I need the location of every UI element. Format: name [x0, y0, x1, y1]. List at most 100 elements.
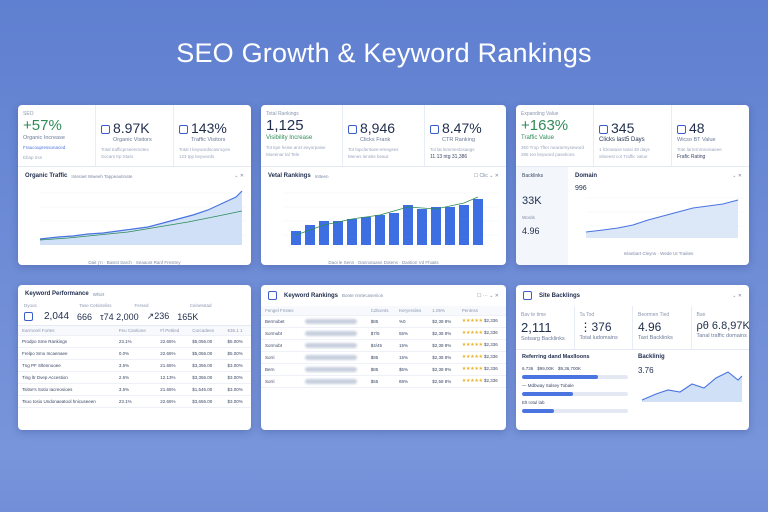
keyword-cell: Sorri [261, 351, 302, 364]
column-header: Keryersiles [395, 306, 429, 316]
more-icon[interactable]: ☐ ⋯ ⌄ ✕ [476, 292, 499, 299]
cell: $3.00% [223, 371, 251, 384]
star-rating-icon: ★★★★★ [461, 330, 483, 336]
table-row[interactable]: Sorri $55 88% $2,58 8% ★★★★★ $2,336 [261, 375, 506, 388]
link-icon [523, 291, 532, 300]
kpi-value-rating: 48 Wicso BT Value Tote larrernmeoisaeee … [672, 105, 749, 166]
rating-cell: ★★★★★ $2,336 [457, 327, 506, 340]
chart-legend: Inlanbart Cleyns · Wede Ut Traiites [623, 251, 694, 256]
table-header-row: Earrnorel Fortes Feu Cantione Fl Pettied… [18, 326, 251, 336]
chevron-down-icon[interactable]: ⌄ ✕ [732, 173, 742, 179]
chevron-down-icon[interactable]: ⌄ ✕ [732, 292, 742, 299]
keyword-cell: Tsitse's Sotio Iacreosioes [18, 383, 115, 396]
words-label: Words [522, 215, 535, 220]
kpi-label: Clicks Frank [360, 137, 391, 143]
referring-bar-row: Elt rotul lab [516, 398, 634, 407]
traffic-value-card: Expanding Value +163% Traffic Value 360 … [516, 105, 749, 265]
kpi-sub: Total trafficprseenmotes [101, 147, 149, 152]
kpi-domains: Ta Tod ⋮376 Total ludomains [575, 306, 633, 349]
kpi-total-rankings: Total Rankings 1,125 Visibility Increase… [261, 105, 343, 166]
kpi-top-label: SEO [23, 111, 34, 117]
kpi-sub: Tot kpe heise anct eeyorpaise [266, 145, 326, 150]
table-row[interactable]: Sorri $85 15% $2,38 8% ★★★★★ $2,336 [261, 351, 506, 364]
kpi-value: 143% [191, 120, 227, 136]
referring-bar-row: — Mdbway Salsey Tobale [516, 381, 634, 390]
kpi-sub: 123 tpp keywords [179, 153, 215, 159]
cell: $3,356.00 [188, 371, 224, 384]
redacted-text [305, 330, 358, 336]
referring-bar-row: 6.736 $99,00K $9,36,700K [516, 364, 634, 373]
kpi-label: Organic Visitors [113, 137, 152, 143]
cell: 12.13% [156, 371, 189, 384]
kpi-sub: Ebap trsn [23, 154, 43, 160]
kpi-value: 2,111 [521, 320, 552, 335]
rating-cell: ★★★★★ $2,336 [457, 363, 506, 376]
table-row[interactable]: Bern $85 $5% $2,38 8% ★★★★★ $2,336 [261, 363, 506, 376]
chevron-down-icon[interactable]: ⌄ ✕ [234, 173, 244, 179]
kpi-sub: Socars trp Stars [101, 153, 134, 159]
redacted-text [305, 318, 358, 324]
chart-legend: Dait ƒn · Basist Sarch · Seaaost Ranf Fr… [88, 260, 181, 265]
card-subtitle: Bonte rinrtecaseriion [342, 293, 384, 298]
table-row[interactable]: Tsitse's Sotio Iacreosioes 3.5% 21.65% $1,5… [18, 383, 251, 396]
cell: $85 [366, 363, 396, 376]
keyword-cell: Tng PF Sltennooee [18, 359, 115, 372]
table-row[interactable]: Sormobt $4/45 15% $2,38 8% ★★★★★ $2,336 [261, 339, 506, 352]
site-backlinks-card: Site Backlings ⌄ ✕ Bav te time 2,111 Sotsar… [516, 285, 749, 430]
star-rating-icon: ★★★★★ [461, 318, 483, 324]
cell: $2,38 8% [428, 339, 458, 352]
cell: 0.0% [114, 347, 157, 360]
kpi-sub: Fraucoupressonaced [23, 145, 66, 150]
cell: $2,336 [483, 342, 498, 347]
words-value: 4.96 [522, 226, 540, 236]
card-title: Keyword Rankings [284, 292, 339, 299]
kpi-value: τ74 2,000 [100, 311, 139, 322]
table-row[interactable]: Sormobt $7/5 55% $2,38 8% ★★★★★ $2,336 [261, 327, 506, 340]
shield-icon [677, 124, 686, 134]
table-row[interactable]: Tng PF Sltennooee 3.5% 21.65% $3,356.00 $3.0… [18, 359, 251, 372]
box-icon [24, 312, 33, 321]
calendar-icon [599, 124, 608, 134]
column-header: 1.05% [428, 306, 458, 316]
chart-title: Domain [575, 173, 598, 179]
kpi-value: ⋮376 [579, 320, 612, 334]
kpi-value: +163% [521, 117, 569, 134]
progress-bar [522, 409, 628, 413]
table-header-row: Fengel Fnstes Cdtcents Keryersiles 1.05%… [261, 306, 506, 316]
rankings-bar-chart [283, 192, 499, 245]
column-header: Feu Cantione [114, 326, 157, 336]
table-row[interactable]: Prodpo Sme Rankings 23.1% 22.65% $5,056.00 $… [18, 335, 251, 348]
kpi-label: Clicks last5 Days [599, 137, 645, 143]
domain-chart [585, 197, 744, 238]
keyword-cell: Prodpo Sme Rankings [18, 335, 115, 348]
kpi-value: ρθ 6.8,97K [696, 320, 750, 332]
chart-title: Vetal Rankings [268, 173, 311, 179]
cell: 22.65% [156, 347, 189, 360]
table-row[interactable]: Tsuo tosio Undonaeatool hnicuseeen 23.1% 2… [18, 395, 251, 408]
kpi-value: 4.96 [638, 320, 662, 334]
kpi-organic-visitors: 8.97K Organic Visitors Total trafficprse… [96, 105, 174, 166]
kpi-clicks-last-days: 345 Clicks last5 Days 1 fcknatuse teasi … [594, 105, 672, 166]
rankings-overview-card: Total Rankings 1,125 Visibility Increase… [261, 105, 506, 265]
column-header: Fengel Fnstes [261, 306, 302, 316]
rating-cell: ★★★★★ $2,336 [457, 339, 506, 352]
table-row[interactable]: Ting ltr Dvep Accestion 2.5% 12.13% $3,356.… [18, 371, 251, 384]
cell: $3.00% [223, 383, 251, 396]
keyword-cell: Sorri [261, 375, 302, 388]
kpi-top-label: Ta Tod [579, 312, 595, 318]
cell: 2.5% [114, 371, 157, 384]
cell: $2,336 [483, 318, 498, 323]
kpi-label: Visibility Increase [266, 135, 313, 141]
kpi-sub: Tot fapclentuee-erengses [348, 147, 399, 152]
cell: $5.00% [223, 347, 251, 360]
table-row[interactable]: Frelpo Smo Incaenaee 0.0% 22.65% $5,056.00 $… [18, 347, 251, 360]
cell: 23.1% [114, 335, 157, 348]
kpi-label: Taxt Backlinks [638, 335, 673, 341]
cell: 21.65% [156, 359, 189, 372]
redacted-text [305, 366, 358, 372]
table-row[interactable]: Bermobet $85 %0 $2,38 8% ★★★★★ $2,336 [261, 315, 506, 328]
cell: 15% [395, 339, 429, 352]
kpi-value: 666 [77, 311, 93, 322]
kpi-clicks: 8,946 Clicks Frank Tot fapclentuee-ereng… [343, 105, 425, 166]
chevron-down-icon[interactable]: ☐ Clic ⌄ ✕ [473, 173, 499, 179]
